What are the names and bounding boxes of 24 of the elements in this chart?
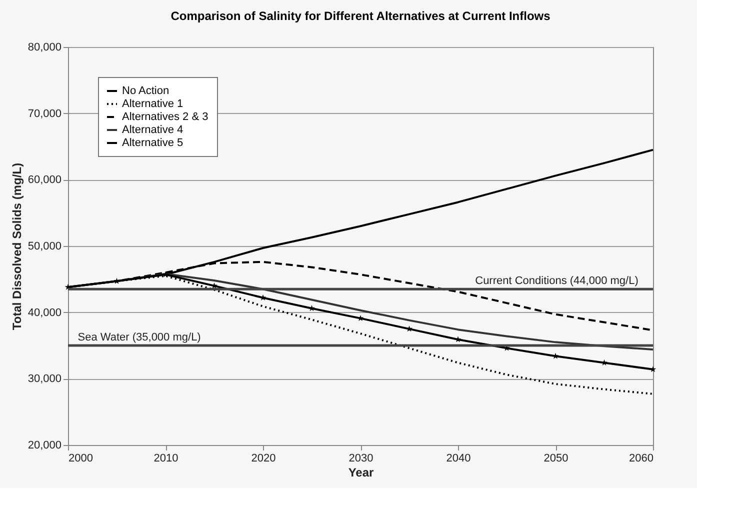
x-tick-label: 2050 <box>544 452 568 464</box>
y-tick-label: 50,000 <box>28 240 62 252</box>
y-tick-label: 70,000 <box>28 108 62 120</box>
chart-title: Comparison of Salinity for Different Alternatives at Current Inflows <box>170 9 551 23</box>
x-tick-label: 2020 <box>251 452 276 464</box>
x-tick-label: 2000 <box>68 452 93 464</box>
y-axis-title: Total Dissolved Solids (mg/L) <box>10 162 24 330</box>
y-tick-label: 60,000 <box>28 174 62 186</box>
y-tick-label: 40,000 <box>28 306 62 319</box>
x-tick-label: 2060 <box>629 452 654 464</box>
legend-label: Alternative 5 <box>122 137 184 149</box>
x-tick-label: 2030 <box>348 452 374 464</box>
x-axis-title: Year <box>348 466 374 480</box>
legend-label: No Action <box>122 85 170 97</box>
x-tick-label: 2040 <box>446 452 471 464</box>
legend-label: Alternatives 2 & 3 <box>122 111 208 123</box>
legend-label: Alternative 1 <box>122 98 184 110</box>
y-tick-label: 20,000 <box>28 440 62 452</box>
y-tick-label: 80,000 <box>28 42 62 54</box>
ref-line-label: Current Conditions (44,000 mg/L) <box>475 275 638 288</box>
ref-line-label: Sea Water (35,000 mg/L) <box>78 332 201 344</box>
x-tick-label: 2010 <box>154 452 178 464</box>
y-tick-label: 30,000 <box>28 373 62 386</box>
legend-label: Alternative 4 <box>122 124 184 136</box>
